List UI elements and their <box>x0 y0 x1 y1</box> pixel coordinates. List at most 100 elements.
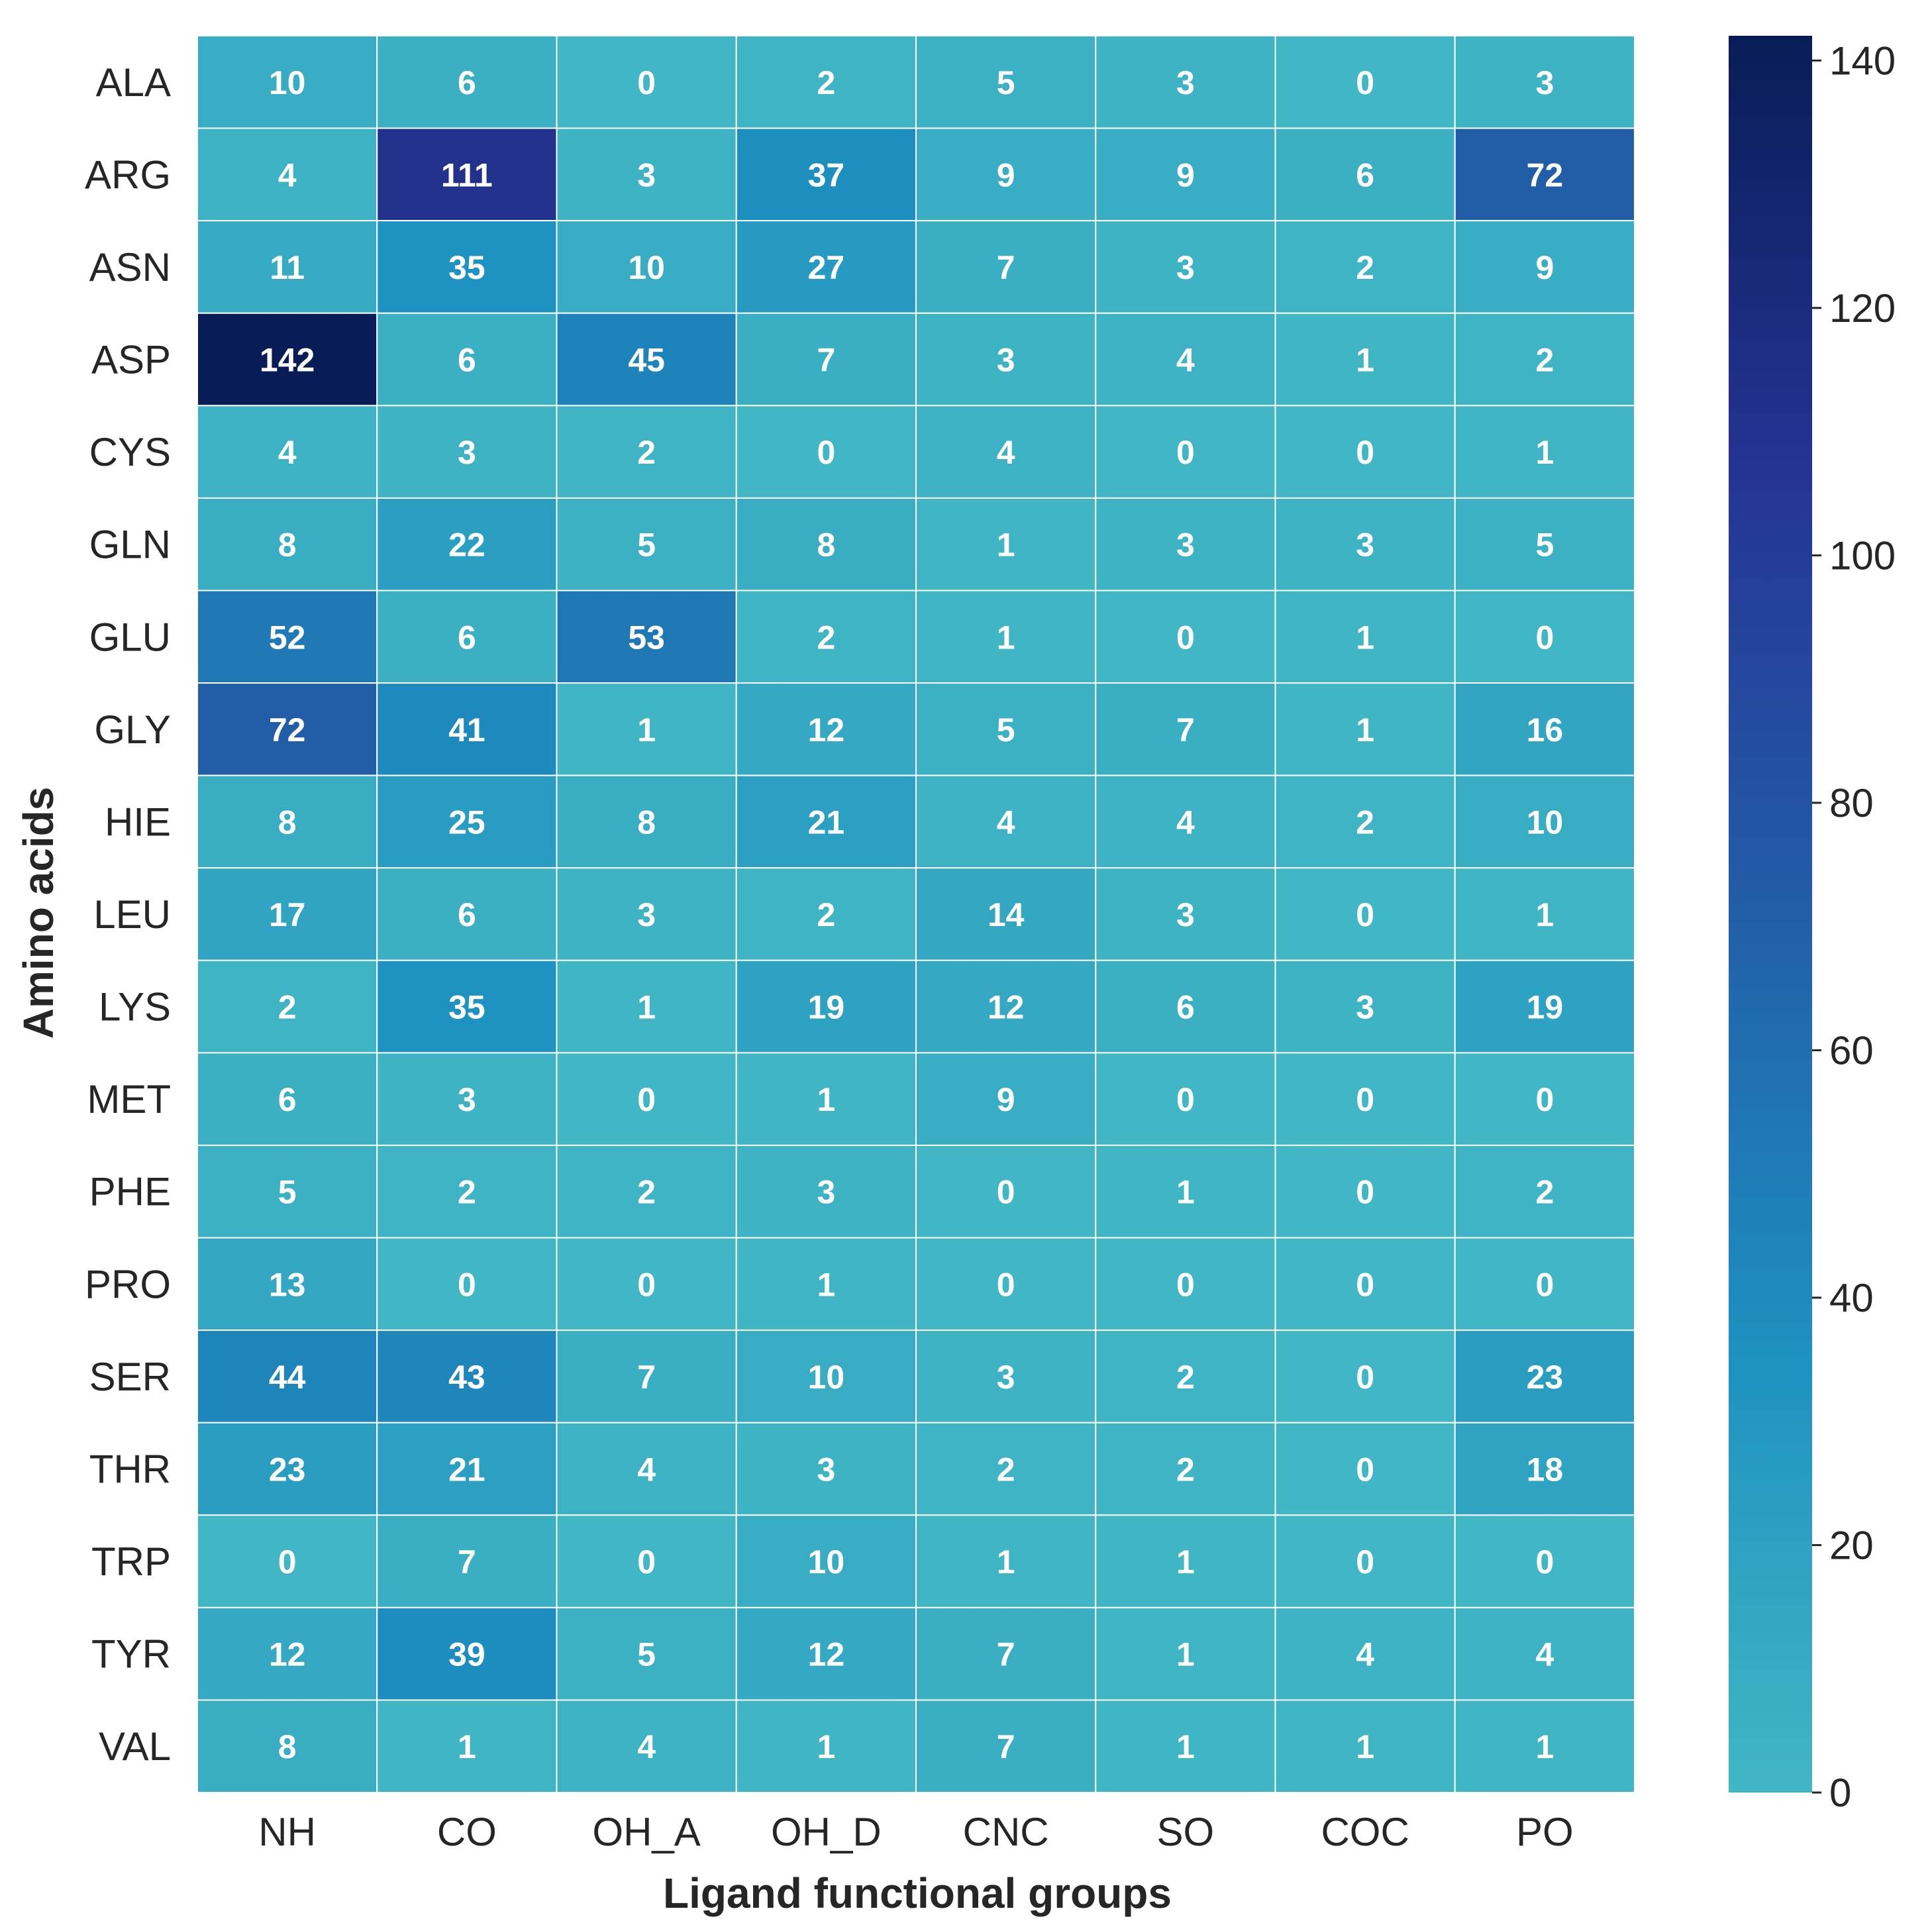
heatmap-cell <box>1095 1514 1276 1608</box>
cell-value-label: 6 <box>458 342 476 379</box>
heatmap-cell <box>915 959 1097 1054</box>
heatmap-cell <box>1095 1606 1276 1701</box>
heatmap-cell <box>915 590 1097 684</box>
cell-value-label: 3 <box>1356 527 1374 564</box>
cell-value-label: 6 <box>278 1081 297 1118</box>
cell-value-label: 3 <box>1176 249 1195 286</box>
heatmap-cell <box>197 959 378 1054</box>
cell-value-label: 37 <box>808 156 845 193</box>
heatmap-cell <box>376 1422 558 1516</box>
y-tick-label: PHE <box>89 1170 171 1214</box>
x-axis-tick-labels: NH CO OH_A OH_D CNC SO COC PO <box>258 1810 1573 1854</box>
cell-value-label: 0 <box>1356 64 1374 101</box>
heatmap-cell <box>1454 1329 1635 1424</box>
heatmap-cell <box>556 405 737 499</box>
y-tick-label: GLY <box>94 707 171 752</box>
heatmap-cell <box>1274 590 1456 684</box>
x-tick-label: CO <box>437 1810 497 1854</box>
cell-value-label: 2 <box>1356 249 1374 286</box>
heatmap-cell <box>1274 959 1456 1054</box>
heatmap-cell <box>556 312 737 407</box>
y-tick-label: HIE <box>105 800 171 844</box>
colorbar-tick-label: 140 <box>1829 38 1896 83</box>
cell-value-label: 39 <box>448 1636 485 1673</box>
y-tick-label: LYS <box>99 985 171 1029</box>
heatmap-cell <box>376 959 558 1054</box>
colorbar-tick-label: 100 <box>1829 533 1896 578</box>
cell-value-label: 9 <box>997 156 1015 193</box>
cell-value-label: 1 <box>817 1728 835 1765</box>
heatmap-cell <box>197 682 378 776</box>
cell-value-label: 0 <box>1535 619 1554 656</box>
cell-value-label: 4 <box>278 156 297 193</box>
cell-value-label: 4 <box>278 434 297 471</box>
cell-value-label: 2 <box>1535 342 1554 379</box>
heatmap-cell <box>1274 1699 1456 1794</box>
y-tick-label: TYR <box>91 1632 171 1677</box>
cell-value-label: 25 <box>448 804 485 841</box>
cell-value-label: 1 <box>1535 1728 1554 1765</box>
y-tick-label: ASN <box>89 245 171 289</box>
y-axis-title: Amino acids <box>15 787 62 1039</box>
cell-value-label: 4 <box>997 804 1015 841</box>
cell-value-label: 4 <box>1176 342 1195 379</box>
cell-value-label: 23 <box>1527 1359 1564 1396</box>
x-tick-label: OH_D <box>771 1810 882 1854</box>
heatmap-cell <box>556 1329 737 1424</box>
cell-value-label: 3 <box>1176 64 1195 101</box>
cell-value-label: 0 <box>1176 619 1195 656</box>
heatmap-cell <box>376 497 558 592</box>
heatmap-cell <box>1095 867 1276 961</box>
heatmap-cell <box>1274 405 1456 499</box>
heatmap-cell <box>1274 1422 1456 1516</box>
cell-value-label: 0 <box>997 1266 1015 1303</box>
x-tick-label: NH <box>258 1810 316 1854</box>
heatmap-cell <box>1454 497 1635 592</box>
cell-value-label: 1 <box>1356 711 1374 749</box>
heatmap-cell <box>1454 127 1635 222</box>
cell-value-label: 1 <box>637 989 656 1026</box>
heatmap-cell <box>1095 1144 1276 1239</box>
heatmap-cell <box>1454 1052 1635 1146</box>
cell-value-label: 3 <box>997 1359 1015 1396</box>
cell-value-label: 1 <box>997 1543 1015 1581</box>
y-tick-label: THR <box>89 1447 171 1491</box>
cell-value-label: 3 <box>637 156 656 193</box>
x-tick-label: COC <box>1321 1810 1409 1854</box>
heatmap-cell <box>1095 590 1276 684</box>
cell-value-label: 2 <box>1356 804 1374 841</box>
cell-value-label: 23 <box>269 1451 306 1488</box>
heatmap-cell <box>915 312 1097 407</box>
heatmap-cell <box>915 682 1097 776</box>
cell-value-label: 4 <box>1535 1636 1554 1673</box>
heatmap-cell <box>376 590 558 684</box>
cell-value-label: 0 <box>1356 896 1374 933</box>
cell-value-label: 5 <box>1535 527 1554 564</box>
heatmap-cell <box>1454 590 1635 684</box>
heatmap-cell <box>376 1237 558 1331</box>
cell-value-label: 45 <box>628 342 665 379</box>
heatmap-cell <box>1274 220 1456 314</box>
cell-value-label: 6 <box>458 896 476 933</box>
cell-value-label: 3 <box>458 434 476 471</box>
cell-value-label: 3 <box>997 342 1015 379</box>
heatmap-cell <box>1454 682 1635 776</box>
cell-value-label: 10 <box>1527 804 1564 841</box>
cell-value-label: 1 <box>1356 342 1374 379</box>
cell-value-label: 6 <box>458 619 476 656</box>
cell-value-label: 0 <box>1356 1543 1374 1581</box>
heatmap-cell <box>376 1514 558 1608</box>
heatmap-cell <box>376 867 558 961</box>
cell-value-label: 0 <box>1356 1266 1374 1303</box>
y-tick-label: ALA <box>96 60 171 105</box>
heatmap-cell <box>1095 1422 1276 1516</box>
cell-value-label: 9 <box>1176 156 1195 193</box>
cell-value-label: 2 <box>637 434 656 471</box>
cell-value-label: 0 <box>1176 1081 1195 1118</box>
cell-value-label: 44 <box>269 1359 306 1396</box>
y-tick-label: TRP <box>91 1539 171 1584</box>
heatmap-cell <box>556 497 737 592</box>
heatmap-cell <box>915 1606 1097 1701</box>
cell-value-label: 7 <box>817 342 835 379</box>
colorbar-tick-label: 120 <box>1829 286 1896 331</box>
